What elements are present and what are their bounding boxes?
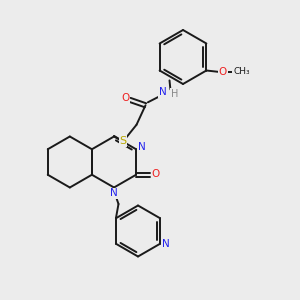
Text: CH₃: CH₃ — [233, 68, 250, 76]
Text: O: O — [121, 93, 130, 103]
Text: O: O — [152, 169, 160, 179]
Text: N: N — [138, 142, 146, 152]
Text: N: N — [159, 87, 167, 97]
Text: N: N — [162, 239, 170, 249]
Text: H: H — [171, 89, 178, 99]
Text: O: O — [219, 67, 227, 77]
Text: S: S — [119, 136, 127, 146]
Text: N: N — [110, 188, 118, 199]
